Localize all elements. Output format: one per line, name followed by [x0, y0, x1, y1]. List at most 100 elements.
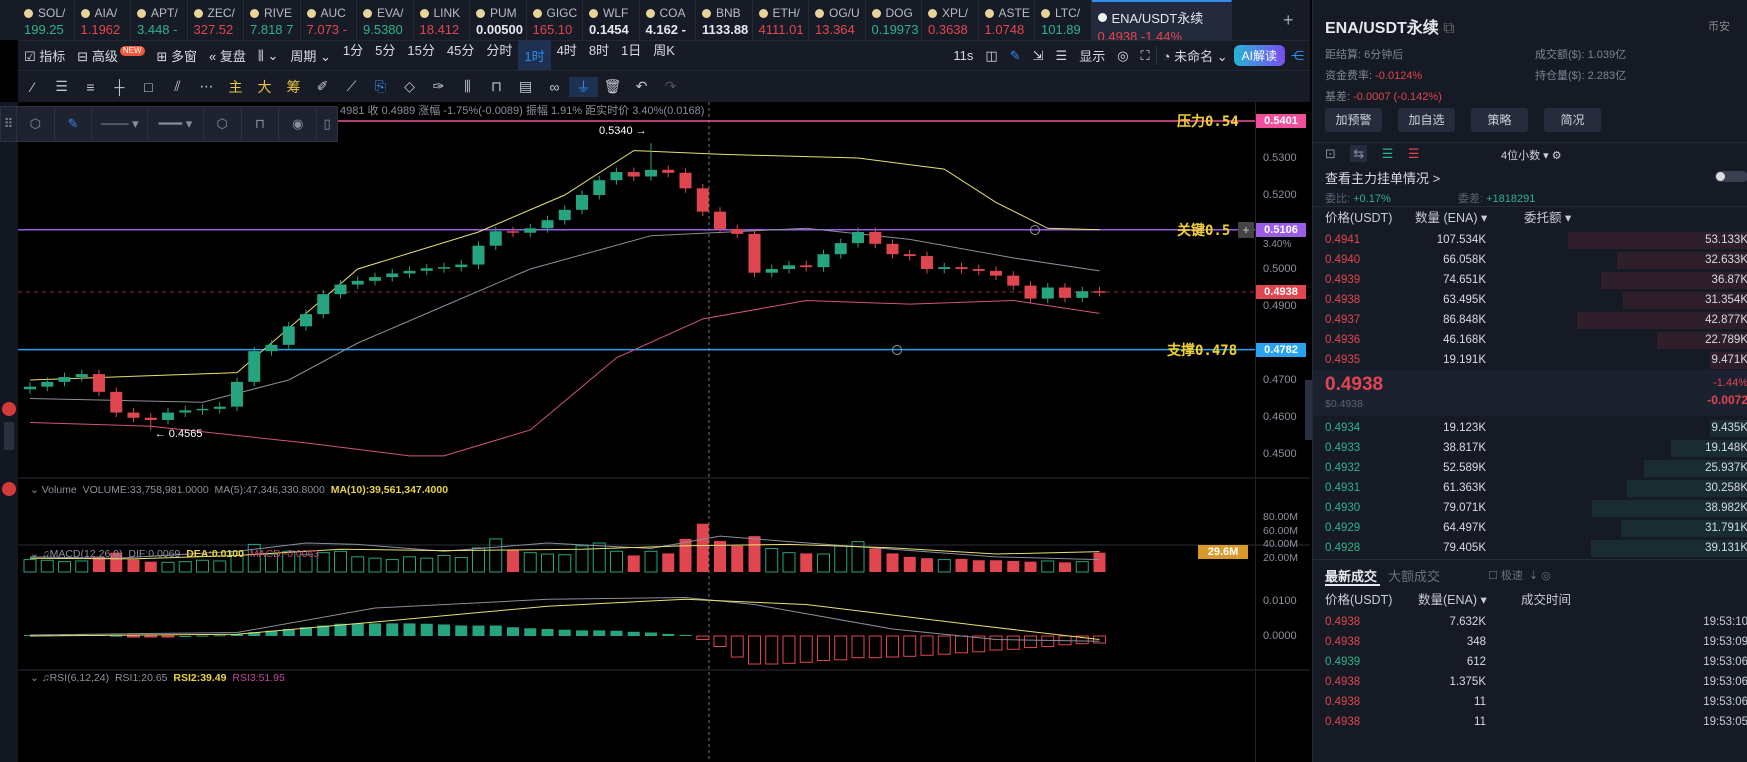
- view-icon[interactable]: ⊡: [1325, 146, 1336, 161]
- ai-button[interactable]: AI解读: [1233, 45, 1285, 66]
- ticker-item[interactable]: COA 4.162 -: [640, 0, 696, 40]
- channel-icon[interactable]: ⫽: [174, 78, 181, 94]
- layout-dropdown[interactable]: ◔ 未命名 ⌄: [1155, 46, 1234, 65]
- settings-icon[interactable]: ⬡: [204, 106, 242, 142]
- ticker-item[interactable]: GIGC 165.10: [527, 0, 583, 40]
- main-force-toggle[interactable]: [1715, 171, 1747, 182]
- qty-header[interactable]: 数量 (ENA) ▾: [1415, 211, 1488, 225]
- bid-row[interactable]: 0.4929 64.497K 31.791K: [1313, 518, 1747, 538]
- ticker-item[interactable]: OG/U 13.364: [809, 0, 866, 40]
- horizontal-lines-icon[interactable]: ≡: [86, 78, 95, 95]
- display-button[interactable]: 显示: [1079, 49, 1106, 64]
- add-tab-button[interactable]: +: [1283, 10, 1294, 30]
- copy-icon[interactable]: ⧉: [1443, 20, 1455, 37]
- ask-row[interactable]: 0.4938 63.495K 31.354K: [1313, 290, 1747, 310]
- chart-type-dropdown[interactable]: ⫼ ⌄: [257, 47, 279, 63]
- rectangle-icon[interactable]: □: [144, 78, 153, 95]
- bid-row[interactable]: 0.4932 52.589K 25.937K: [1313, 458, 1747, 478]
- parallel-lines-icon[interactable]: ☰: [55, 78, 68, 94]
- ticker-item[interactable]: LTC/101.89: [1035, 0, 1092, 40]
- amount-header[interactable]: 委托额 ▾: [1524, 211, 1572, 225]
- add-alert-button[interactable]: 加预警: [1325, 108, 1382, 132]
- replay-button[interactable]: « 复盘: [209, 49, 246, 64]
- template-icon[interactable]: ⬡: [17, 106, 55, 142]
- line-style-dropdown[interactable]: ─── ▾: [92, 106, 149, 142]
- add-watchlist-button[interactable]: 加自选: [1398, 108, 1455, 132]
- eye-icon[interactable]: ◉: [279, 106, 318, 142]
- filter-icon[interactable]: ⏚: [569, 76, 598, 97]
- ticker-item[interactable]: EVA/9.5380: [357, 0, 414, 40]
- edit-note-icon[interactable]: ✐: [316, 78, 329, 94]
- ask-row[interactable]: 0.4937 86.848K 42.877K: [1313, 310, 1747, 330]
- ruler-icon[interactable]: ◇: [404, 78, 415, 94]
- ticker-item[interactable]: XPL/0.3638: [922, 0, 979, 40]
- list-icon[interactable]: ☰: [1055, 47, 1068, 63]
- settings-icon[interactable]: ◎: [1117, 47, 1129, 63]
- interval-tab[interactable]: 1日: [621, 43, 642, 58]
- bids-view-icon[interactable]: ☰: [1381, 146, 1394, 161]
- eraser-icon[interactable]: ✑: [432, 78, 445, 94]
- ticker-item[interactable]: LINK 18.412: [414, 0, 470, 40]
- interval-tab[interactable]: 8时: [588, 43, 610, 58]
- ticker-item[interactable]: ETH/4111.01: [753, 0, 809, 40]
- measure-icon[interactable]: ⟋: [346, 78, 357, 94]
- main-force-button[interactable]: 主: [228, 78, 243, 95]
- lock-icon[interactable]: ⊓: [491, 78, 502, 94]
- line-width-dropdown[interactable]: ━━━ ▾: [148, 106, 204, 142]
- ticker-item[interactable]: RIVE 7.818 7: [244, 0, 301, 40]
- bid-row[interactable]: 0.4934 19.123K 9.435K: [1313, 418, 1747, 438]
- fullscreen-icon[interactable]: ⛶: [1140, 47, 1150, 63]
- level-handle[interactable]: [892, 344, 902, 355]
- magnet-icon[interactable]: ∞: [549, 78, 560, 95]
- undo-icon[interactable]: ↶: [635, 78, 648, 94]
- tab-large-trades[interactable]: 大额成交: [1388, 569, 1441, 584]
- panel-collapse-handle[interactable]: [1305, 380, 1312, 440]
- ticker-item-active[interactable]: ENA/USDT永续 0.4938 -1.44%: [1091, 0, 1232, 40]
- overview-button[interactable]: 简况: [1544, 108, 1601, 132]
- ticker-item[interactable]: AIA/1.1962: [75, 0, 131, 40]
- interval-tab[interactable]: 1时: [518, 40, 551, 71]
- ask-row[interactable]: 0.4941 107.534K 53.133K: [1313, 230, 1747, 250]
- bid-row[interactable]: 0.4931 61.363K 30.258K: [1313, 478, 1747, 498]
- ask-row[interactable]: 0.4936 46.168K 22.789K: [1313, 330, 1747, 350]
- bid-row[interactable]: 0.4928 79.405K 39.131K: [1313, 538, 1747, 558]
- tab-latest-trades[interactable]: 最新成交: [1325, 569, 1378, 584]
- both-view-icon[interactable]: ⇆: [1350, 145, 1368, 162]
- asks-view-icon[interactable]: ☰: [1407, 146, 1420, 161]
- trade-qty-header[interactable]: 数量(ENA) ▾: [1418, 593, 1487, 607]
- template-icon[interactable]: ▤: [518, 78, 533, 94]
- pencil-icon[interactable]: ✎: [1009, 47, 1021, 63]
- price-chart[interactable]: [0, 0, 1310, 762]
- bookmark-icon[interactable]: ⎘: [374, 78, 387, 94]
- ask-row[interactable]: 0.4935 19.191K 9.471K: [1313, 350, 1747, 370]
- interval-tab[interactable]: 周K: [653, 43, 675, 58]
- interval-tab[interactable]: 15分: [407, 43, 435, 58]
- big-order-button[interactable]: 大: [257, 78, 272, 95]
- ticker-item[interactable]: DOG 0.19973: [866, 0, 922, 40]
- ticker-item[interactable]: APT/3.448 -: [131, 0, 188, 40]
- ticker-item[interactable]: ASTE 1.0748: [979, 0, 1035, 40]
- period-dropdown[interactable]: 周期 ⌄: [290, 49, 331, 64]
- trash-icon[interactable]: 🗑: [603, 78, 622, 94]
- ticker-item[interactable]: PUM 0.00500: [470, 0, 527, 40]
- candle-icon[interactable]: ⫼: [464, 78, 471, 94]
- interval-tab[interactable]: 5分: [375, 43, 396, 58]
- interval-tab[interactable]: 45分: [446, 43, 475, 58]
- horizontal-line-icon[interactable]: ┼: [114, 78, 125, 95]
- more-icon[interactable]: ⋯: [199, 78, 214, 94]
- fast-checkbox[interactable]: ☐ 极速 ⇣ ◎: [1488, 570, 1551, 582]
- bid-row[interactable]: 0.4930 79.071K 38.982K: [1313, 498, 1747, 518]
- alert-marker-icon[interactable]: [2, 402, 16, 416]
- main-force-link[interactable]: 查看主力挂单情况 >: [1325, 171, 1441, 186]
- share-icon[interactable]: ⋲: [1291, 47, 1304, 63]
- collapse-handle[interactable]: [4, 422, 14, 450]
- interval-tab[interactable]: 1分: [342, 43, 364, 58]
- level-handle[interactable]: [1030, 224, 1040, 235]
- level-label[interactable]: 关键0.5: [1177, 222, 1231, 239]
- redo-icon[interactable]: ↷: [664, 78, 677, 94]
- trendline-icon[interactable]: ⁄: [31, 78, 34, 95]
- exchange-label[interactable]: 币安: [1708, 21, 1730, 33]
- drag-handle-icon[interactable]: ⠿: [1, 106, 17, 142]
- decimals-dropdown[interactable]: 4位小数 ▾ ⚙: [1501, 150, 1562, 162]
- chip-button[interactable]: 筹: [286, 78, 301, 95]
